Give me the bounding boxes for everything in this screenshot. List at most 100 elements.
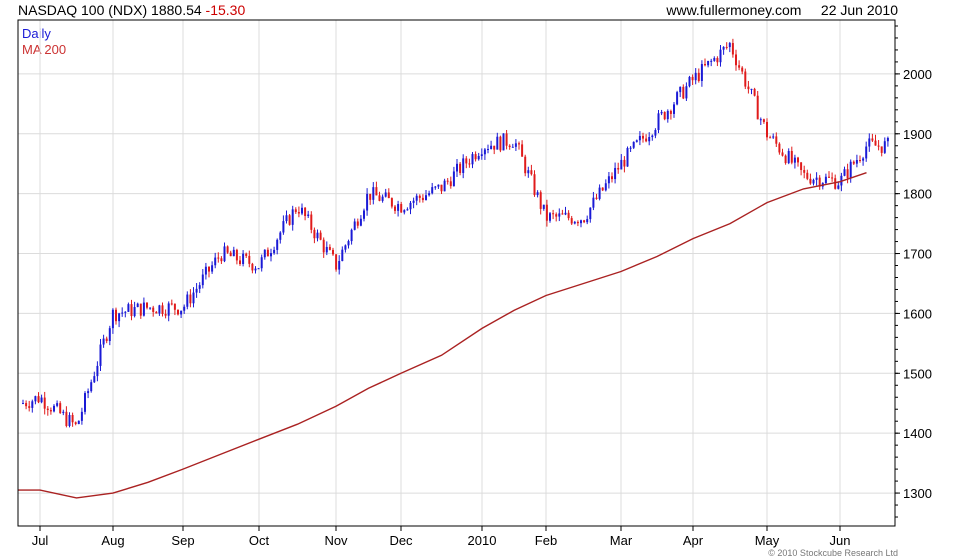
candle-body <box>790 150 793 163</box>
candle-body <box>136 303 139 308</box>
candle-body <box>322 239 325 253</box>
candle-body <box>347 241 350 246</box>
candle-body <box>118 313 121 322</box>
candle-body <box>68 415 71 426</box>
candle-body <box>102 338 105 345</box>
candle-body <box>663 112 666 120</box>
candle-body <box>815 177 818 180</box>
candle-body <box>353 221 356 230</box>
candle-body <box>273 249 276 254</box>
candle-body <box>124 311 127 313</box>
candle-body <box>700 64 703 81</box>
candle-body <box>855 160 858 164</box>
candle-body <box>527 170 530 174</box>
candle-body <box>803 170 806 173</box>
candle-body <box>632 141 635 148</box>
candle-body <box>660 112 663 114</box>
candle-body <box>291 209 294 225</box>
candle-body <box>604 183 607 191</box>
candle-body <box>673 104 675 114</box>
candle-body <box>868 138 871 147</box>
candle-body <box>642 135 644 139</box>
candle-body <box>28 406 31 408</box>
index-name: NASDAQ 100 (NDX) <box>18 2 148 18</box>
candle-body <box>223 246 226 262</box>
candle-body <box>496 136 499 150</box>
candle-body <box>31 401 34 408</box>
candle-body <box>524 156 527 174</box>
copyright-credit: © 2010 Stockcube Research Ltd <box>768 548 898 558</box>
candle-body <box>542 204 545 209</box>
candle-body <box>536 192 539 196</box>
candle-body <box>127 304 130 312</box>
candle-body <box>499 136 502 151</box>
candle-body <box>288 215 291 225</box>
y-tick-label: 1500 <box>903 366 932 381</box>
candle-body <box>874 140 877 146</box>
candle-body <box>514 143 517 147</box>
candle-body <box>611 176 613 180</box>
candle-body <box>645 138 648 142</box>
candle-body <box>242 253 245 265</box>
candle-body <box>161 305 164 314</box>
candle-body <box>781 152 784 156</box>
candle-body <box>707 60 710 66</box>
candle-body <box>564 212 567 215</box>
candle-body <box>359 218 362 226</box>
candle-body <box>226 246 229 253</box>
gridlines <box>18 20 895 526</box>
candle-body <box>425 195 427 201</box>
candle-body <box>77 420 80 424</box>
candle-body <box>595 197 598 199</box>
candle-body <box>824 176 827 184</box>
candle-body <box>235 249 238 261</box>
last-value: 1880.54 <box>151 2 202 18</box>
candle-body <box>713 58 716 61</box>
candle-body <box>725 46 728 48</box>
candle-body <box>251 263 254 271</box>
candle-body <box>90 382 93 392</box>
candle-body <box>462 158 465 173</box>
candle-body <box>121 312 124 314</box>
candle-body <box>834 178 837 189</box>
candle-body <box>34 396 37 402</box>
candle-body <box>648 137 651 142</box>
candle-body <box>521 144 524 157</box>
candle-body <box>403 210 406 213</box>
candle-body <box>192 292 195 304</box>
x-tick-label: May <box>755 533 780 548</box>
candle-body <box>263 249 266 258</box>
candle-body <box>130 304 133 317</box>
candle-body <box>846 169 849 179</box>
candle-body <box>545 204 548 221</box>
candle-body <box>390 198 393 207</box>
candle-body <box>229 252 232 257</box>
candle-body <box>555 214 558 217</box>
candle-body <box>394 206 396 211</box>
candle-body <box>704 64 706 66</box>
candle-body <box>831 177 834 179</box>
candle-body <box>387 192 390 199</box>
candle-body <box>852 161 855 164</box>
candle-body <box>731 43 734 55</box>
candle-body <box>59 403 62 414</box>
candle-body <box>623 159 626 167</box>
candle-body <box>620 159 623 170</box>
candle-body <box>437 184 440 187</box>
candle-body <box>691 76 694 81</box>
candle-body <box>576 221 579 224</box>
candle-body <box>679 86 682 93</box>
candle-body <box>409 202 412 210</box>
candle-body <box>56 403 59 406</box>
candle-body <box>552 213 555 215</box>
x-tick-label: Apr <box>683 533 704 548</box>
candle-body <box>862 158 865 161</box>
candle-body <box>372 187 375 200</box>
candle-body <box>25 403 28 407</box>
candle-body <box>431 187 434 194</box>
candle-body <box>474 154 477 160</box>
candle-body <box>440 184 443 192</box>
candle-body <box>589 207 592 220</box>
candle-body <box>220 258 223 262</box>
candle-body <box>257 268 260 270</box>
